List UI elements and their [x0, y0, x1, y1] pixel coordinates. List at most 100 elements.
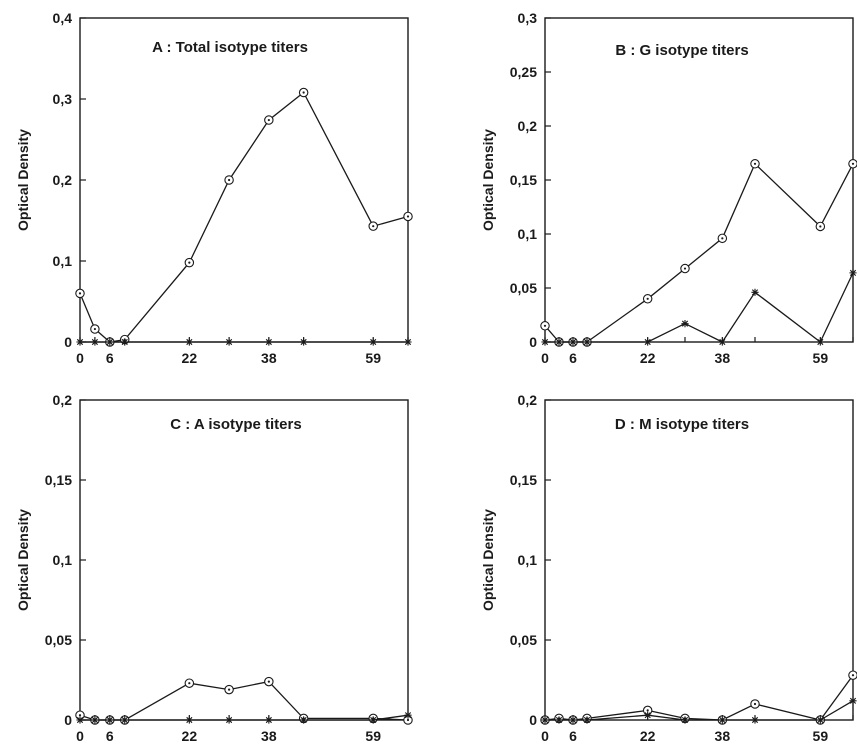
data-point-circle — [90, 324, 100, 334]
data-point-circle — [680, 263, 690, 274]
y-tick-label: 0,1 — [518, 552, 538, 568]
series-circle-line — [79, 91, 409, 343]
y-tick-label: 0,15 — [45, 472, 72, 488]
series-star-line — [545, 272, 854, 344]
data-point-circle — [403, 211, 413, 222]
y-tick-label: 0,05 — [510, 632, 537, 648]
data-point-star — [849, 697, 857, 705]
data-point-circle — [184, 678, 195, 688]
data-point-circle — [642, 294, 653, 304]
y-tick-label: 0,1 — [53, 552, 73, 568]
y-axis-label: Optical Density — [15, 129, 31, 231]
y-tick-label: 0,3 — [53, 91, 73, 107]
data-point-star — [555, 716, 563, 724]
data-point-star — [681, 320, 689, 328]
y-tick-label: 0,1 — [53, 253, 73, 269]
panel-b-g-isotype: B : G isotype titers Optical Density 0 0,05… — [480, 10, 857, 366]
x-tick-label: 38 — [261, 350, 277, 366]
data-point-circle — [184, 257, 195, 268]
data-point-star — [91, 338, 99, 346]
data-point-star — [225, 716, 233, 724]
data-point-star — [76, 716, 84, 724]
x-tick-label: 59 — [365, 728, 381, 744]
panel-d-m-isotype: D : M isotype titers Optical Density 0 0,05… — [480, 392, 857, 744]
data-point-star — [404, 711, 412, 719]
y-tick-label: 0,15 — [510, 472, 537, 488]
y-tick-label: 0,15 — [510, 172, 537, 188]
series-star-line — [80, 714, 409, 721]
data-point-star — [751, 288, 759, 296]
data-point-star — [644, 338, 652, 346]
y-axis-label: Optical Density — [480, 509, 496, 611]
data-point-star — [751, 716, 759, 724]
data-point-star — [583, 338, 591, 346]
x-tick-label: 38 — [715, 728, 731, 744]
x-tick-label: 59 — [813, 728, 829, 744]
data-point-star — [555, 338, 563, 346]
data-point-star — [106, 338, 114, 346]
data-point-circle — [750, 699, 760, 709]
x-tick-label: 38 — [261, 728, 277, 744]
y-tick-label: 0,05 — [510, 280, 537, 296]
x-tick-label: 6 — [569, 350, 577, 366]
data-point-circle — [815, 221, 826, 232]
series-circle-line — [544, 162, 854, 343]
x-tick-label: 22 — [182, 350, 198, 366]
panel-a-total-isotype: A : Total isotype titers Optical Density 0… — [15, 10, 413, 366]
x-tick-label: 6 — [106, 350, 114, 366]
x-tick-label: 6 — [569, 728, 577, 744]
data-point-star — [644, 711, 652, 719]
data-point-star — [106, 716, 114, 724]
y-axis-label: Optical Density — [15, 509, 31, 611]
data-point-star — [718, 716, 726, 724]
data-point-star — [583, 716, 591, 724]
y-tick-label: 0,2 — [53, 392, 73, 408]
plot-frame — [79, 17, 409, 343]
data-point-star — [681, 716, 689, 724]
data-point-circle — [750, 159, 760, 169]
chart-title: B : G isotype titers — [615, 42, 748, 59]
x-tick-label: 0 — [541, 728, 549, 744]
x-tick-label: 22 — [182, 728, 198, 744]
data-point-star — [816, 338, 824, 346]
x-tick-label: 0 — [541, 350, 549, 366]
y-tick-label: 0 — [64, 712, 72, 728]
data-point-star — [265, 716, 273, 724]
x-tick-label: 38 — [715, 350, 731, 366]
data-point-circle — [848, 159, 857, 169]
y-tick-label: 0 — [529, 712, 537, 728]
data-point-circle — [224, 175, 234, 185]
data-point-circle — [75, 288, 85, 299]
x-tick-label: 0 — [76, 350, 84, 366]
data-point-star — [541, 716, 549, 724]
data-point-star — [91, 716, 99, 724]
data-point-star — [300, 716, 308, 724]
y-tick-label: 0,2 — [53, 172, 73, 188]
y-tick-label: 0,4 — [53, 10, 73, 26]
data-point-circle — [368, 221, 378, 231]
data-point-star — [816, 716, 824, 724]
data-point-circle — [264, 676, 274, 687]
y-axis-label: Optical Density — [480, 129, 496, 231]
data-point-circle — [264, 115, 274, 125]
data-point-star — [718, 338, 726, 346]
y-tick-label: 0,25 — [510, 64, 537, 80]
data-point-star — [404, 338, 412, 346]
x-tick-label: 22 — [640, 350, 656, 366]
data-point-circle — [717, 233, 728, 244]
data-point-star — [185, 716, 193, 724]
data-point-star — [76, 338, 84, 346]
data-point-circle — [848, 670, 857, 680]
data-point-star — [121, 716, 129, 724]
y-tick-label: 0,3 — [518, 10, 538, 26]
y-tick-label: 0 — [529, 334, 537, 350]
chart-title: C : A isotype titers — [170, 416, 301, 433]
y-tick-label: 0,05 — [45, 632, 72, 648]
series-star-line — [545, 700, 854, 721]
data-point-circle — [224, 684, 234, 695]
series-circle-line — [79, 680, 409, 721]
data-point-star — [541, 338, 549, 346]
data-point-star — [121, 338, 129, 346]
panel-c-a-isotype: C : A isotype titers Optical Density 0 0,05… — [15, 392, 413, 744]
data-point-star — [265, 338, 273, 346]
